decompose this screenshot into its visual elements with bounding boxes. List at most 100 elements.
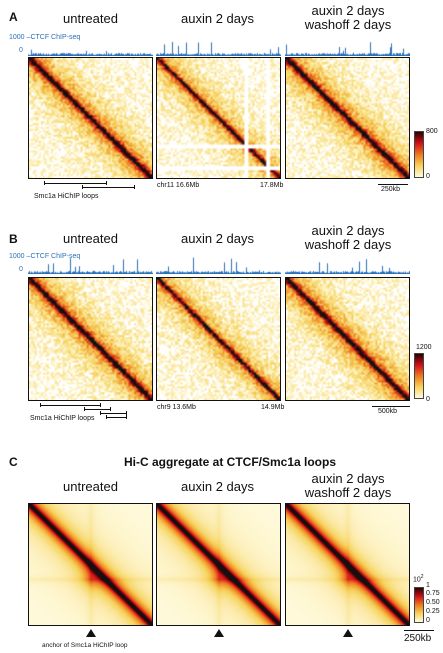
panel-b-colorbar <box>414 353 424 399</box>
panel-a-loop-1-tick-right <box>106 181 107 185</box>
panel-c-letter: C <box>9 455 18 469</box>
panel-a-chip-name: CTCF ChIP-seq <box>30 34 81 41</box>
panel-b-title-washoff-text: auxin 2 days washoff 2 days <box>304 223 392 252</box>
panel-b-heatmap-untreated <box>28 277 153 401</box>
panel-a-chip-track-1 <box>28 40 153 56</box>
panel-b-loop-3-tick-right <box>126 411 127 415</box>
panel-a-loop-2 <box>82 187 134 188</box>
panel-b-loop-2 <box>84 409 110 410</box>
chip-track-canvas <box>285 40 410 56</box>
panel-a-title-washoff-text: auxin 2 days washoff 2 days <box>304 3 392 32</box>
panel-a-scale-bar <box>378 184 408 185</box>
panel-b-title-washoff: auxin 2 days washoff 2 days <box>283 224 413 252</box>
panel-b-colorbar-max: 1200 <box>416 344 432 351</box>
panel-a-loop-2-tick-left <box>82 185 83 189</box>
panel-a-title-untreated: untreated <box>63 11 118 26</box>
panel-c-aggregate-untreated <box>28 503 153 626</box>
panel-b-loop-3-tick-left <box>100 411 101 415</box>
panel-c-title-washoff: auxin 2 days washoff 2 days <box>283 472 413 500</box>
panel-c-heading: Hi-C aggregate at CTCF/Smc1a loops <box>123 455 337 469</box>
panel-a-chip-dash: – <box>26 34 31 41</box>
panel-a-chip-track-2 <box>156 40 281 56</box>
panel-a-chr-start: chr11 16.6Mb <box>157 182 200 189</box>
heatmap-canvas <box>29 278 152 400</box>
panel-a-colorbar-max: 800 <box>426 128 438 135</box>
panel-c-aggregate-auxin <box>156 503 281 626</box>
panel-b-chip-track-1 <box>28 256 153 274</box>
panel-a-loop-1 <box>44 183 106 184</box>
panel-c-colorbar-tick-0: 0 <box>426 617 430 624</box>
heatmap-canvas <box>286 58 409 178</box>
panel-b-loop-1-tick-left <box>40 403 41 407</box>
panel-b-loop-2-tick-right <box>110 407 111 411</box>
chip-track-canvas <box>285 256 410 274</box>
panel-a-chr-end: 17.8Mb <box>260 182 284 189</box>
panel-c-title-untreated: untreated <box>63 479 118 494</box>
panel-c-colorbar-tick-1: 1 <box>426 582 430 589</box>
panel-c-title-auxin: auxin 2 days <box>181 479 254 494</box>
panel-a-scale-label: 250kb <box>381 186 401 193</box>
panel-b-loop-2-tick-left <box>84 407 85 411</box>
heatmap-canvas <box>29 58 152 178</box>
panel-c-title-washoff-text: auxin 2 days washoff 2 days <box>304 471 392 500</box>
panel-a-chip-label: 1000 –CTCF ChIP-seq <box>9 34 80 41</box>
panel-a-heatmap-untreated <box>28 57 153 179</box>
panel-a-title-auxin: auxin 2 days <box>181 11 254 26</box>
panel-c-colorbar <box>414 587 424 623</box>
panel-b-loop-4-tick-right <box>126 415 127 419</box>
chip-track-canvas <box>28 40 153 56</box>
anchor-triangle-auxin <box>214 629 224 637</box>
panel-a-chip-track-3 <box>285 40 410 56</box>
panel-b-loop-4 <box>106 417 126 418</box>
heatmap-canvas <box>286 278 409 400</box>
heatmap-canvas <box>157 278 280 400</box>
panel-c-colorbar-tick-025: 0.25 <box>426 608 440 615</box>
panel-c-colorbar-exponent: 102 <box>413 574 424 583</box>
panel-c-scale-bar <box>404 630 434 631</box>
heatmap-canvas <box>157 58 280 178</box>
aggregate-canvas <box>157 504 280 625</box>
panel-b-loop-4-tick-left <box>106 415 107 419</box>
panel-a-colorbar <box>414 131 424 178</box>
panel-b-loop-1 <box>40 405 100 406</box>
panel-c-colorbar-tick-075: 0.75 <box>426 590 440 597</box>
chip-track-canvas <box>156 40 281 56</box>
panel-b-loops-label: Smc1a HiChIP loops <box>30 415 95 422</box>
panel-c-colorbar-tick-050: 0.50 <box>426 599 440 606</box>
panel-a-loops-label: Smc1a HiChIP loops <box>34 193 99 200</box>
panel-a-heatmap-auxin <box>156 57 281 179</box>
panel-c-anchor-label: anchor of Smc1a HiChIP loop <box>42 642 128 649</box>
panel-c-aggregate-washoff <box>285 503 410 626</box>
panel-b-chip-track-2 <box>156 256 281 274</box>
panel-b-chip-track-3 <box>285 256 410 274</box>
panel-b-colorbar-min: 0 <box>426 396 430 403</box>
panel-a-title-washoff: auxin 2 days washoff 2 days <box>283 4 413 32</box>
panel-a-letter: A <box>9 10 18 24</box>
panel-b-chip-zero: 0 <box>19 266 23 273</box>
aggregate-canvas <box>29 504 152 625</box>
anchor-triangle-untreated <box>86 629 96 637</box>
panel-a-chip-max: 1000 <box>9 34 25 41</box>
panel-a-heatmap-washoff <box>285 57 410 179</box>
panel-a-chip-zero: 0 <box>19 47 23 54</box>
panel-b-title-auxin: auxin 2 days <box>181 231 254 246</box>
panel-b-scale-label: 500kb <box>378 408 398 415</box>
panel-b-heatmap-washoff <box>285 277 410 401</box>
panel-b-title-untreated: untreated <box>63 231 118 246</box>
panel-c-scale-label: 250kb <box>404 633 432 644</box>
panel-a-loop-2-tick-right <box>134 185 135 189</box>
panel-b-heatmap-auxin <box>156 277 281 401</box>
chip-track-canvas <box>156 256 281 274</box>
panel-b-loop-1-tick-right <box>100 403 101 407</box>
chip-track-canvas <box>28 256 153 274</box>
panel-b-letter: B <box>9 232 18 246</box>
panel-c-colorbar-base: 10 <box>413 576 421 584</box>
panel-b-chr-end: 14.9Mb <box>261 404 285 411</box>
panel-c-colorbar-sup: 2 <box>420 574 424 580</box>
anchor-triangle-washoff <box>343 629 353 637</box>
panel-b-chip-max: 1000 <box>9 253 25 260</box>
panel-b-loop-3 <box>100 413 126 414</box>
panel-a-loop-1-tick-left <box>44 181 45 185</box>
aggregate-canvas <box>286 504 409 625</box>
panel-a-colorbar-min: 0 <box>426 173 430 180</box>
